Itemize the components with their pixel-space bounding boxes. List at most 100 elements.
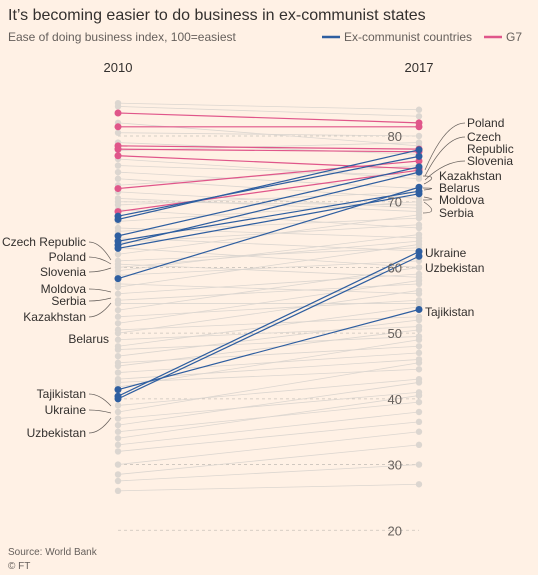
- legend-label-ex: Ex-communist countries: [344, 30, 472, 44]
- other-point-2017: [415, 237, 423, 245]
- other-country-line: [114, 392, 423, 442]
- label-belarus-2017: Belarus: [439, 181, 480, 195]
- point-2017-poland: [415, 146, 423, 154]
- other-point-2010: [114, 346, 122, 353]
- point-2010-g7-1: [114, 123, 122, 131]
- other-line: [117, 165, 420, 186]
- leader-belarus-2017: [422, 187, 433, 191]
- other-line: [117, 267, 420, 311]
- other-point-2010: [114, 313, 122, 320]
- other-line: [117, 178, 420, 199]
- point-2017-tajikistan: [415, 305, 423, 313]
- label-republic-2017: Republic: [467, 142, 514, 156]
- other-country-line: [114, 316, 423, 360]
- other-line: [117, 191, 420, 209]
- other-line: [117, 142, 420, 155]
- other-line: [117, 198, 420, 212]
- other-line: [117, 395, 420, 439]
- other-point-2010: [114, 336, 122, 343]
- series-line-slovenia: [117, 166, 420, 237]
- label-czech-2017: Czech: [467, 130, 501, 144]
- other-point-2017: [415, 270, 423, 278]
- other-point-2010: [114, 435, 122, 442]
- other-country-line: [114, 461, 423, 485]
- other-country-line: [114, 103, 423, 120]
- other-country-line: [114, 234, 423, 255]
- other-line: [117, 260, 420, 276]
- other-point-2010: [114, 283, 122, 291]
- y-tick-label: 80: [388, 129, 402, 144]
- other-line: [117, 273, 420, 295]
- leader-serbia-2010: [88, 297, 112, 302]
- other-point-2010: [114, 369, 122, 376]
- chart-subtitle: Ease of doing business index, 100=easies…: [8, 30, 236, 44]
- other-line: [117, 319, 420, 357]
- series-line-ukraine: [117, 251, 420, 397]
- other-country-line: [114, 175, 423, 202]
- point-2010-g7-0: [114, 109, 122, 117]
- point-2010-uzbekistan: [114, 395, 122, 403]
- label-kazakhstan-2017: Kazakhstan: [439, 169, 502, 183]
- other-point-2010: [114, 306, 122, 314]
- other-point-2010: [114, 402, 122, 409]
- other-line: [117, 237, 420, 252]
- label-tajikistan: Tajikistan: [37, 387, 86, 401]
- other-point-2010: [114, 408, 122, 416]
- other-line: [117, 191, 420, 206]
- other-line: [117, 214, 420, 255]
- other-point-2010: [114, 362, 122, 370]
- other-point-2010: [114, 290, 122, 297]
- series-czech-republic: [114, 152, 423, 220]
- label-poland-2017: Poland: [467, 116, 504, 130]
- other-line: [117, 247, 420, 268]
- other-point-2017: [415, 481, 423, 488]
- labels-2017: [422, 122, 466, 214]
- point-2010-g7-5: [114, 185, 122, 193]
- other-line: [117, 326, 420, 341]
- other-point-2017: [415, 418, 423, 426]
- leader-kazakhstan-2017: [422, 175, 433, 185]
- other-point-2017: [415, 392, 423, 399]
- other-line: [117, 411, 420, 446]
- y-ticks: 20 30 40 50 60 70 80: [388, 129, 402, 538]
- series-line-poland: [117, 149, 420, 221]
- leader-slovenia-2010: [88, 267, 112, 273]
- other-point-2010: [114, 320, 122, 327]
- other-point-2010: [114, 428, 122, 435]
- other-point-2010: [114, 487, 122, 495]
- label-poland: Poland: [49, 250, 86, 264]
- point-2017-uzbekistan: [415, 252, 423, 260]
- other-country-line: [114, 287, 423, 337]
- other-point-2010: [114, 461, 122, 468]
- leader-moldova-2010: [88, 288, 112, 293]
- other-line: [117, 244, 420, 288]
- label-serbia-2017: Serbia: [439, 206, 474, 220]
- other-country-line: [114, 441, 423, 478]
- leader-ukraine-2010: [88, 409, 112, 414]
- point-2010-g7-3: [114, 145, 122, 153]
- other-point-2017: [415, 106, 423, 113]
- other-point-2017: [415, 221, 423, 228]
- g7-lines: [114, 109, 423, 216]
- other-point-2010: [114, 379, 122, 386]
- other-country-line: [114, 297, 423, 320]
- other-line: [117, 283, 420, 301]
- other-country-line: [114, 408, 423, 449]
- series-g7-4: [114, 152, 423, 173]
- chart-title: It’s becoming easier to do business in e…: [8, 7, 426, 24]
- other-country-line: [114, 264, 423, 314]
- other-line: [117, 201, 420, 206]
- series-uzbekistan: [114, 252, 423, 403]
- other-point-2017: [415, 139, 423, 146]
- series-line-moldova: [117, 190, 420, 242]
- series-line-g7-5: [117, 160, 420, 190]
- point-2010-tajikistan: [114, 386, 122, 394]
- leader-czech-2010: [88, 241, 112, 261]
- other-country-line: [114, 481, 423, 495]
- other-point-2010: [114, 415, 122, 422]
- other-point-2017: [415, 398, 423, 406]
- point-2010-g7-4: [114, 152, 122, 160]
- label-slovenia: Slovenia: [40, 265, 86, 279]
- point-2010-slovenia: [114, 232, 122, 240]
